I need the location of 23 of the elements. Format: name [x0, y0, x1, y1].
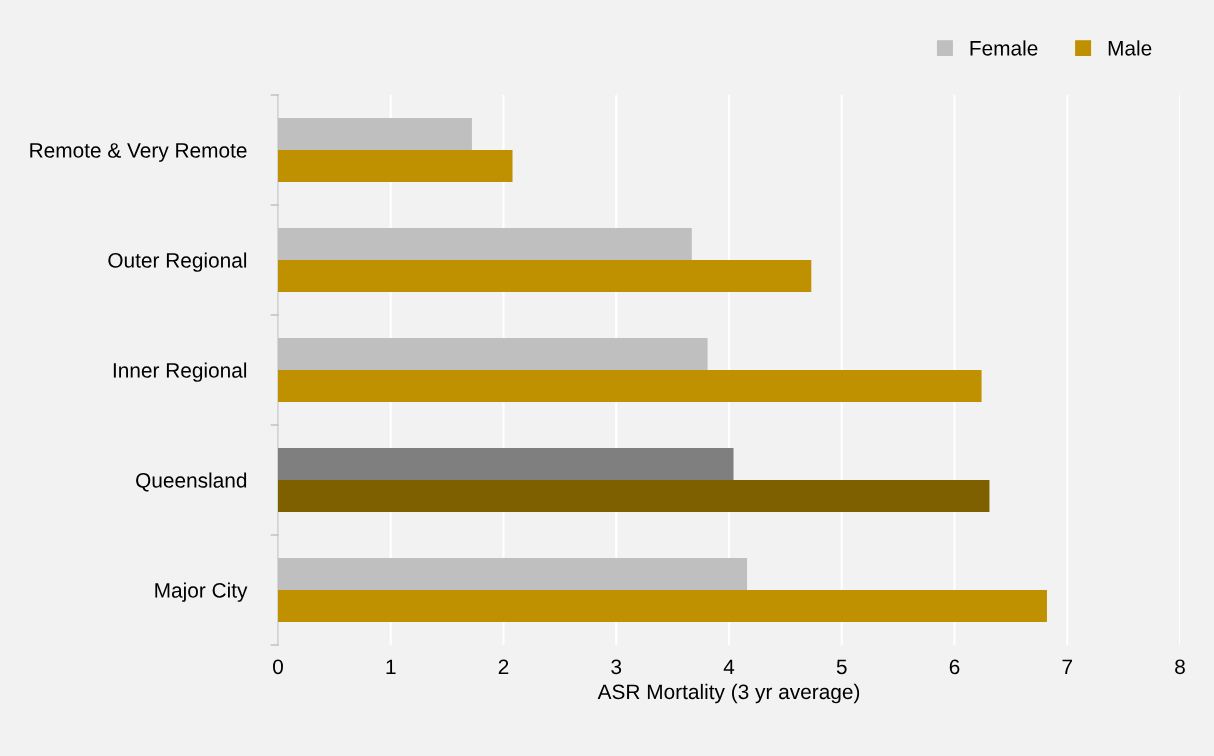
bar — [278, 260, 812, 292]
y-tick-label: Inner Regional — [113, 362, 247, 382]
x-tick-label: 5 — [836, 659, 847, 675]
bar — [278, 150, 513, 182]
y-tick-label: Remote & Very Remote — [30, 143, 247, 162]
y-tick-label: Queensland — [136, 472, 247, 492]
x-axis-title: ASR Mortality (3 yr average) — [597, 683, 860, 704]
x-tick-label: 3 — [611, 659, 622, 675]
bar — [278, 480, 990, 512]
bar — [278, 448, 734, 480]
x-tick-label: 2 — [498, 659, 509, 674]
x-tick-label: 7 — [1062, 659, 1072, 674]
legend-label: Male — [1108, 40, 1152, 56]
bar — [278, 370, 982, 402]
y-tick-label: Major City — [155, 582, 248, 602]
x-tick-label: 4 — [723, 659, 735, 674]
legend-label: Female — [970, 40, 1038, 56]
x-tick-label: 8 — [1175, 659, 1185, 675]
x-tick-label: 1 — [386, 659, 396, 674]
x-tick-label: 0 — [273, 659, 283, 675]
y-tick-label: Outer Regional — [108, 252, 247, 272]
bar — [278, 590, 1047, 622]
x-tick-label: 6 — [949, 659, 960, 675]
